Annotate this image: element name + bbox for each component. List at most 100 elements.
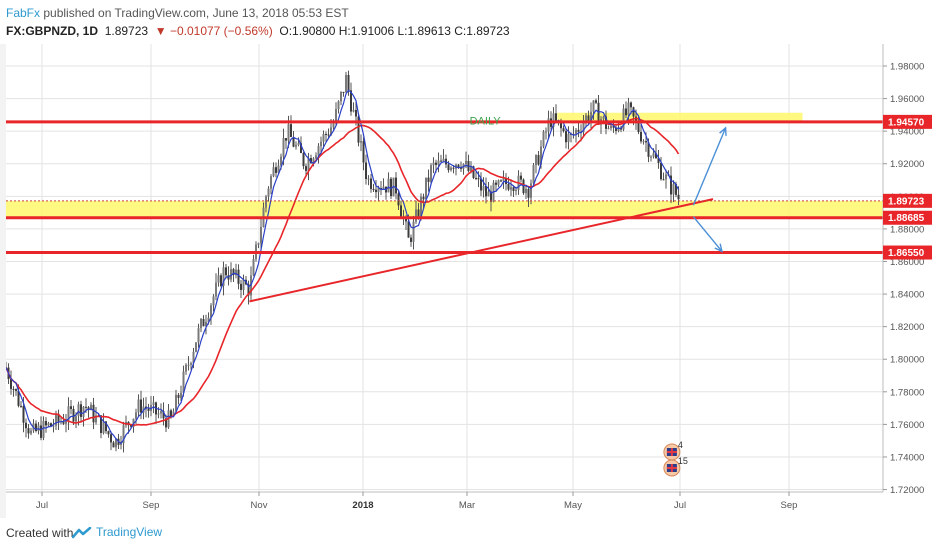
candle-body <box>40 425 42 438</box>
candle-body <box>447 164 450 171</box>
price-chart[interactable]: DAILY4151.980001.960001.940001.920001.90… <box>5 44 932 518</box>
published-text: published on TradingView.com, June 13, 2… <box>40 6 349 20</box>
projection-arrow <box>692 216 723 252</box>
candle-body <box>575 129 577 135</box>
candle-body <box>497 180 500 185</box>
candle-body <box>77 404 80 417</box>
chart-canvas[interactable]: DAILY4151.980001.960001.940001.920001.90… <box>5 44 932 518</box>
candle-body <box>525 188 527 194</box>
candle-body <box>662 179 665 181</box>
time-axis-background <box>6 492 883 518</box>
symbol-label: FX:GBPNZD, 1D <box>6 24 99 38</box>
candle-body <box>120 443 122 446</box>
tradingview-brand[interactable]: TradingView <box>71 525 162 539</box>
candle-body <box>407 221 410 238</box>
candle-body <box>232 269 235 276</box>
time-tick-label: Jul <box>674 500 686 511</box>
candle-body <box>82 406 85 417</box>
candle-body <box>367 178 370 180</box>
candle-body <box>175 394 177 412</box>
candle-body <box>290 124 292 138</box>
candle-body <box>277 165 280 173</box>
candle-body <box>657 158 660 163</box>
candle-body <box>115 438 117 448</box>
candle-body <box>660 162 662 180</box>
candle-body <box>80 404 82 417</box>
candle-body <box>465 160 467 165</box>
candle-body <box>540 146 542 165</box>
candle-body <box>212 296 215 306</box>
candle-body <box>472 166 475 178</box>
candle-body <box>670 175 672 195</box>
candle-body <box>552 113 555 127</box>
candle-body <box>35 423 37 431</box>
candle-body <box>427 177 430 182</box>
candle-body <box>382 186 385 189</box>
publish-info: FabFx published on TradingView.com, June… <box>6 6 349 20</box>
candle-body <box>607 128 610 130</box>
candle-body <box>110 434 112 443</box>
candle-body <box>495 182 497 185</box>
candle-body <box>170 410 172 417</box>
candle-body <box>352 109 355 112</box>
author-link[interactable]: FabFx <box>6 6 41 20</box>
candle-body <box>340 91 342 102</box>
candle-body <box>542 131 545 147</box>
candle-body <box>390 178 392 197</box>
grid-lines <box>6 44 883 492</box>
price-tick-label: 1.92000 <box>890 159 924 170</box>
candle-body <box>112 442 115 448</box>
candle-body <box>270 176 272 189</box>
candle-body <box>355 109 357 117</box>
candle-body <box>562 128 565 132</box>
candle-body <box>215 282 217 297</box>
candle-body <box>637 120 640 132</box>
price-label-badge <box>883 193 932 208</box>
candle-body <box>677 194 680 200</box>
candle-body <box>135 412 137 419</box>
candle-body <box>507 183 510 190</box>
candle-body <box>20 405 22 407</box>
candle-body <box>632 107 635 117</box>
candle-body <box>27 428 30 434</box>
candle-body <box>652 153 655 157</box>
candle-body <box>72 408 75 422</box>
candle-body <box>140 399 142 413</box>
candle-body <box>345 74 347 93</box>
candle-body <box>450 167 452 171</box>
candle-body <box>122 425 125 444</box>
time-tick-label: Sep <box>781 500 798 511</box>
candle-body <box>440 160 442 162</box>
candle-body <box>442 158 445 162</box>
candle-body <box>422 196 425 200</box>
candle-body <box>22 406 25 423</box>
price-tick-label: 1.84000 <box>890 290 924 301</box>
candle-body <box>480 178 482 191</box>
candle-body <box>482 186 485 191</box>
candle-body <box>645 141 647 143</box>
time-tick-label: Sep <box>143 500 160 511</box>
trendline <box>249 198 714 303</box>
candle-body <box>337 101 340 110</box>
candle-body <box>387 178 390 193</box>
candle-body <box>55 413 57 426</box>
candle-body <box>195 342 197 352</box>
candle-body <box>592 100 595 112</box>
candle-body <box>565 131 567 143</box>
candle-body <box>287 124 290 141</box>
candle-body <box>457 164 460 168</box>
candle-body <box>190 363 192 365</box>
time-tick-label: Jul <box>36 500 48 511</box>
candle-body <box>582 123 585 133</box>
candle-body <box>530 183 532 198</box>
candle-body <box>150 404 152 411</box>
candle-body <box>675 184 677 195</box>
price-tick-label: 1.76000 <box>890 420 924 431</box>
candle-body <box>487 191 490 197</box>
time-tick-label: Nov <box>251 500 268 511</box>
candle-body <box>627 102 630 116</box>
daily-annotation: DAILY <box>470 116 502 128</box>
candle-body <box>237 269 240 284</box>
candle-body <box>242 279 245 290</box>
change-text: ▼ −0.01077 (−0.56%) <box>154 24 273 38</box>
